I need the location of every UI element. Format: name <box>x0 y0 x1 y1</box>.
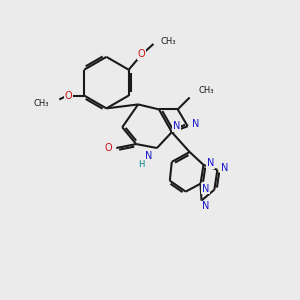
Text: CH₃: CH₃ <box>34 99 50 108</box>
Text: N: N <box>145 151 153 161</box>
Text: O: O <box>105 143 112 153</box>
Text: O: O <box>138 49 146 59</box>
Text: O: O <box>64 91 72 100</box>
Text: N: N <box>173 121 180 131</box>
Text: N: N <box>202 184 209 194</box>
Text: N: N <box>207 158 214 168</box>
Text: H: H <box>138 160 144 169</box>
Text: N: N <box>192 119 199 129</box>
Text: CH₃: CH₃ <box>160 37 176 46</box>
Text: CH₃: CH₃ <box>199 86 214 95</box>
Text: N: N <box>220 163 228 173</box>
Text: N: N <box>202 202 209 212</box>
